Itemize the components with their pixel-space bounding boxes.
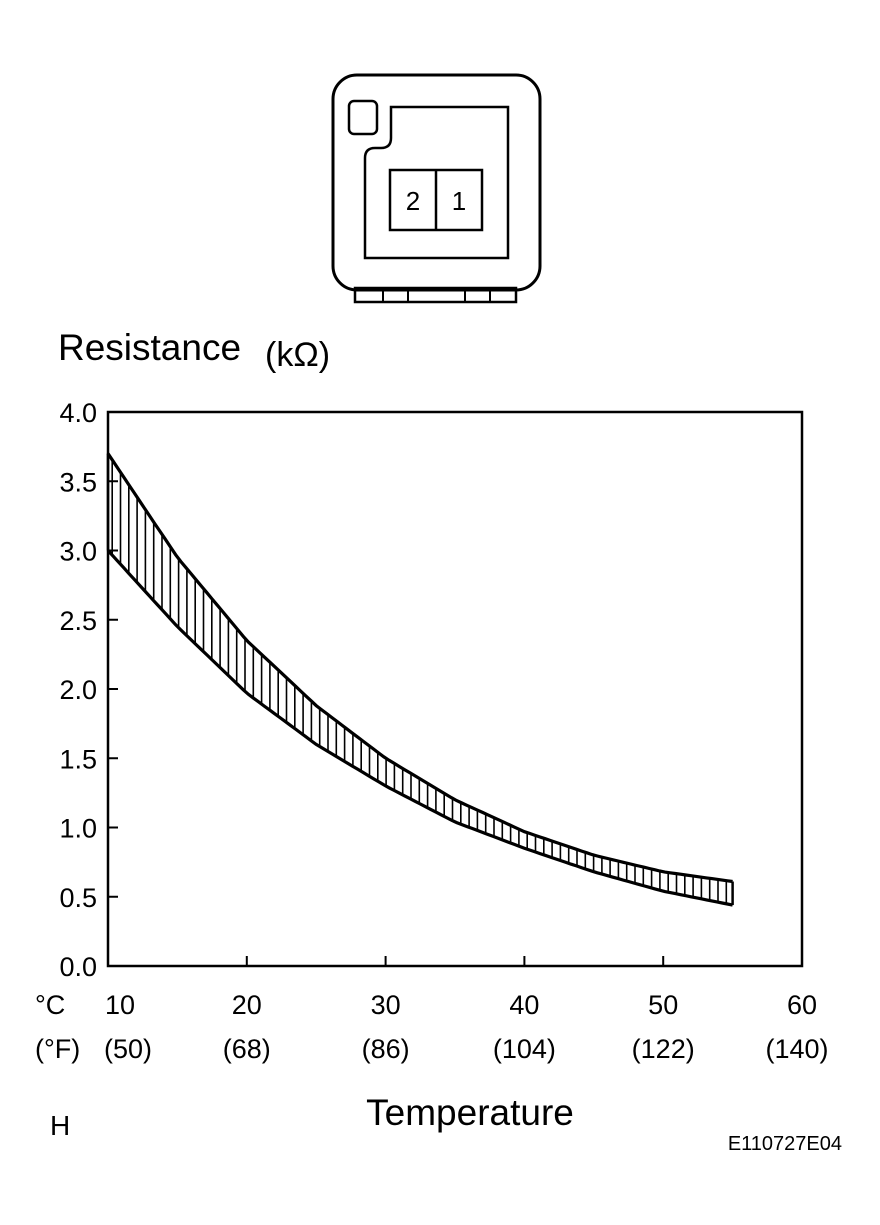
x-tick-label-celsius: 40 [509, 990, 539, 1020]
y-axis-title: Resistance [58, 327, 241, 368]
plot-frame [106, 410, 804, 968]
y-tick-label: 2.0 [59, 675, 97, 705]
y-tick-label: 0.5 [59, 883, 97, 913]
y-tick-label: 0.0 [59, 952, 97, 982]
x-tick-label-celsius: 50 [648, 990, 678, 1020]
connector-body [331, 73, 542, 292]
x-tick-label-celsius: 60 [787, 990, 817, 1020]
x-tick-label-celsius: 20 [232, 990, 262, 1020]
x-tick-label-fahrenheit: (86) [362, 1034, 410, 1064]
x-tick-label-fahrenheit: (140) [765, 1034, 828, 1064]
y-tick-label: 4.0 [59, 398, 97, 428]
x-axis-ticks: 10 (50) 20 (68) 30 (86) 40 (104) 50 (122) 60 (140) [104, 956, 829, 1064]
figure-code: E110727E04 [728, 1133, 842, 1155]
x-unit-celsius: °C [35, 990, 65, 1020]
y-tick-label: 3.5 [59, 467, 97, 497]
x-tick-label-fahrenheit: (68) [223, 1034, 271, 1064]
upper-limit-curve [106, 452, 733, 884]
y-tick-label: 1.5 [59, 744, 97, 774]
y-tick-label: 3.0 [59, 537, 97, 567]
y-tick-label: 2.5 [59, 606, 97, 636]
connector-pin-label: 1 [452, 186, 466, 216]
connector-diagram: 2 1 [331, 73, 542, 304]
x-tick-label-celsius: 30 [371, 990, 401, 1020]
connector-latch [353, 286, 518, 304]
connector-key [347, 99, 379, 136]
y-axis-ticks: 4.0 3.5 3.0 2.5 2.0 1.5 1.0 0.5 0.0 [59, 398, 118, 982]
connector-cavity-outline [363, 105, 510, 260]
x-tick-label-fahrenheit: (122) [632, 1034, 695, 1064]
x-axis-title: Temperature [366, 1092, 574, 1133]
x-tick-label-fahrenheit: (104) [493, 1034, 556, 1064]
x-unit-fahrenheit: (°F) [35, 1034, 80, 1064]
x-tick-label-fahrenheit: (50) [104, 1034, 152, 1064]
resistance-band [106, 452, 734, 907]
y-axis-unit: (kΩ) [265, 336, 330, 374]
lower-limit-curve [106, 549, 733, 907]
y-tick-label: 1.0 [59, 814, 97, 844]
footer-left-label: H [50, 1110, 70, 1141]
x-tick-label-celsius: 10 [105, 990, 135, 1020]
connector-pin-label: 2 [406, 186, 420, 216]
